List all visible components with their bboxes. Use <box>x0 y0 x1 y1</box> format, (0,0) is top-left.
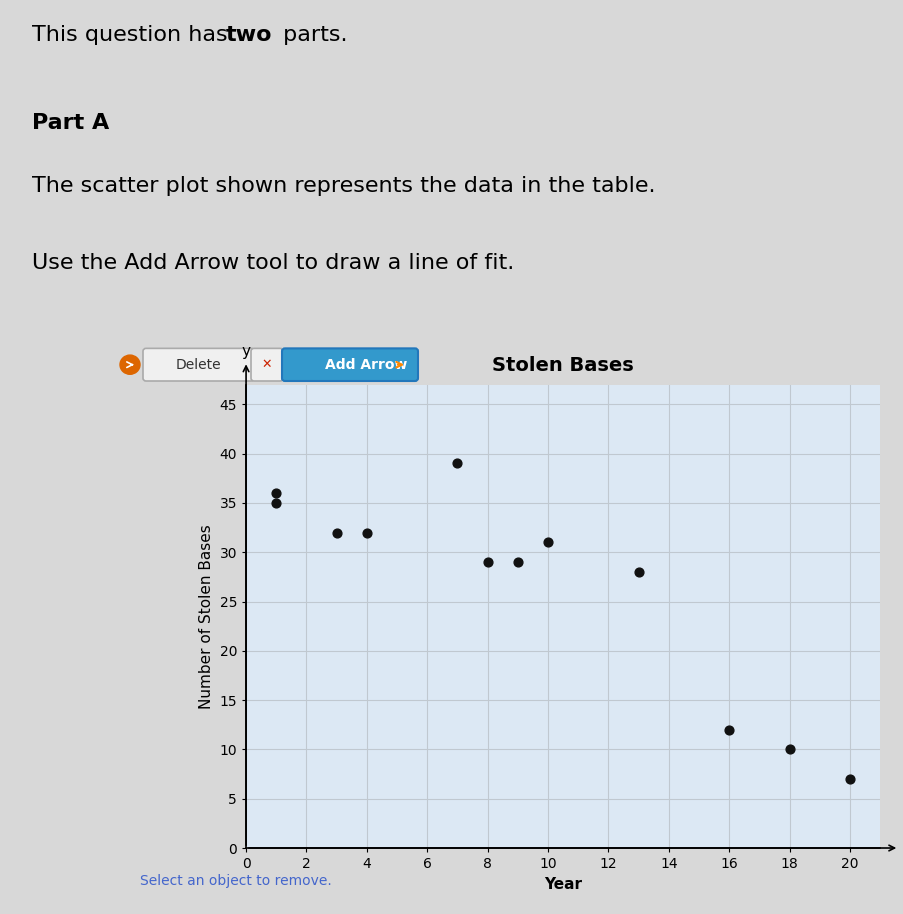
Point <box>540 535 554 549</box>
Text: This question has: This question has <box>32 25 234 45</box>
Y-axis label: Number of Stolen Bases: Number of Stolen Bases <box>199 524 214 708</box>
Circle shape <box>120 355 140 374</box>
Point <box>510 555 525 569</box>
Point <box>450 456 464 471</box>
Text: Add Arrow: Add Arrow <box>325 357 407 372</box>
Title: Stolen Bases: Stolen Bases <box>491 356 633 375</box>
Text: Part A: Part A <box>32 112 108 133</box>
X-axis label: Year: Year <box>544 877 582 891</box>
Point <box>721 722 736 737</box>
Point <box>842 771 856 786</box>
Text: Select an object to remove.: Select an object to remove. <box>140 874 331 888</box>
Text: ✕: ✕ <box>262 358 272 371</box>
Point <box>329 526 343 540</box>
Point <box>781 742 796 757</box>
Point <box>269 485 284 500</box>
Point <box>269 495 284 510</box>
Text: The scatter plot shown represents the data in the table.: The scatter plot shown represents the da… <box>32 175 655 196</box>
Text: two: two <box>226 25 272 45</box>
Text: parts.: parts. <box>275 25 347 45</box>
Text: x: x <box>901 833 903 848</box>
FancyBboxPatch shape <box>282 348 417 381</box>
Text: Delete: Delete <box>176 357 221 372</box>
Point <box>630 565 645 579</box>
Point <box>479 555 494 569</box>
Text: Use the Add Arrow tool to draw a line of fit.: Use the Add Arrow tool to draw a line of… <box>32 253 513 273</box>
Point <box>359 526 374 540</box>
FancyBboxPatch shape <box>251 348 283 381</box>
Text: y: y <box>241 345 250 359</box>
FancyBboxPatch shape <box>143 348 254 381</box>
